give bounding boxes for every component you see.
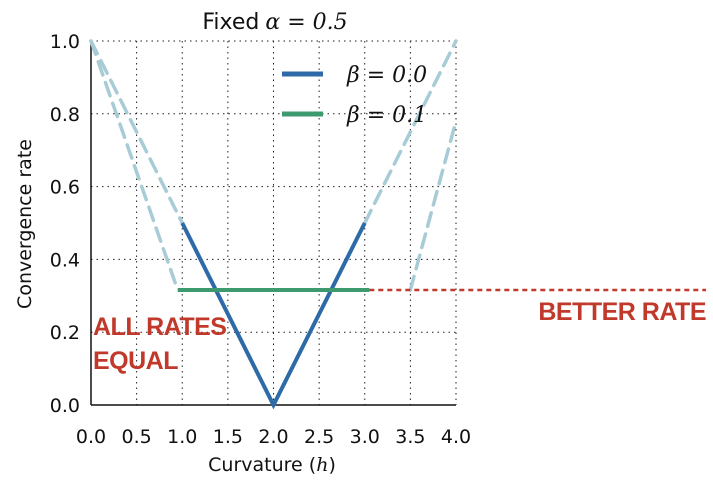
y-axis-label: Convergence rate xyxy=(14,139,36,309)
y-tick-label: 1.0 xyxy=(50,31,80,53)
chart-title: Fixed α = 0.5 xyxy=(202,10,347,35)
dashed-segment-series-0 xyxy=(363,39,458,225)
series-line-0 xyxy=(180,222,367,410)
legend-label-beta-01: β = 0.1 xyxy=(346,103,427,128)
x-tick-label: 0.5 xyxy=(122,426,152,448)
tick-labels: 0.0 0.5 1.0 1.5 2.0 2.5 3.0 3.5 4.0 0.0 0.2 0.4 0.6 0… xyxy=(50,31,471,448)
y-tick-label: 0.0 xyxy=(50,395,80,417)
x-tick-label: 2.0 xyxy=(258,426,288,448)
x-tick-label: 0.0 xyxy=(76,426,106,448)
dashed-segment-series-1 xyxy=(89,39,180,292)
annotation-equal: EQUAL xyxy=(93,347,178,375)
y-tick-label: 0.4 xyxy=(50,249,80,271)
x-tick-label: 3.0 xyxy=(350,426,380,448)
x-tick-label: 2.5 xyxy=(304,426,334,448)
y-tick-label: 0.8 xyxy=(50,104,80,126)
x-axis-label: Curvature (h) xyxy=(208,454,336,476)
series-lines xyxy=(177,222,370,410)
x-tick-label: 3.5 xyxy=(395,426,425,448)
x-tick-label: 1.0 xyxy=(167,426,197,448)
annotation-all-rates: ALL RATES xyxy=(93,313,226,341)
dashed-segment-series-1 xyxy=(408,119,458,292)
legend: β = 0.0 β = 0.1 xyxy=(282,63,427,128)
x-tick-label: 1.5 xyxy=(213,426,243,448)
extended-dashed-lines xyxy=(89,39,458,292)
y-tick-label: 0.2 xyxy=(50,322,80,344)
y-tick-label: 0.6 xyxy=(50,177,80,199)
legend-label-beta-0: β = 0.0 xyxy=(346,63,427,88)
dashed-segment-series-0 xyxy=(89,39,184,225)
annotation-better-rate: BETTER RATE xyxy=(538,298,706,326)
x-tick-label: 4.0 xyxy=(441,426,471,448)
